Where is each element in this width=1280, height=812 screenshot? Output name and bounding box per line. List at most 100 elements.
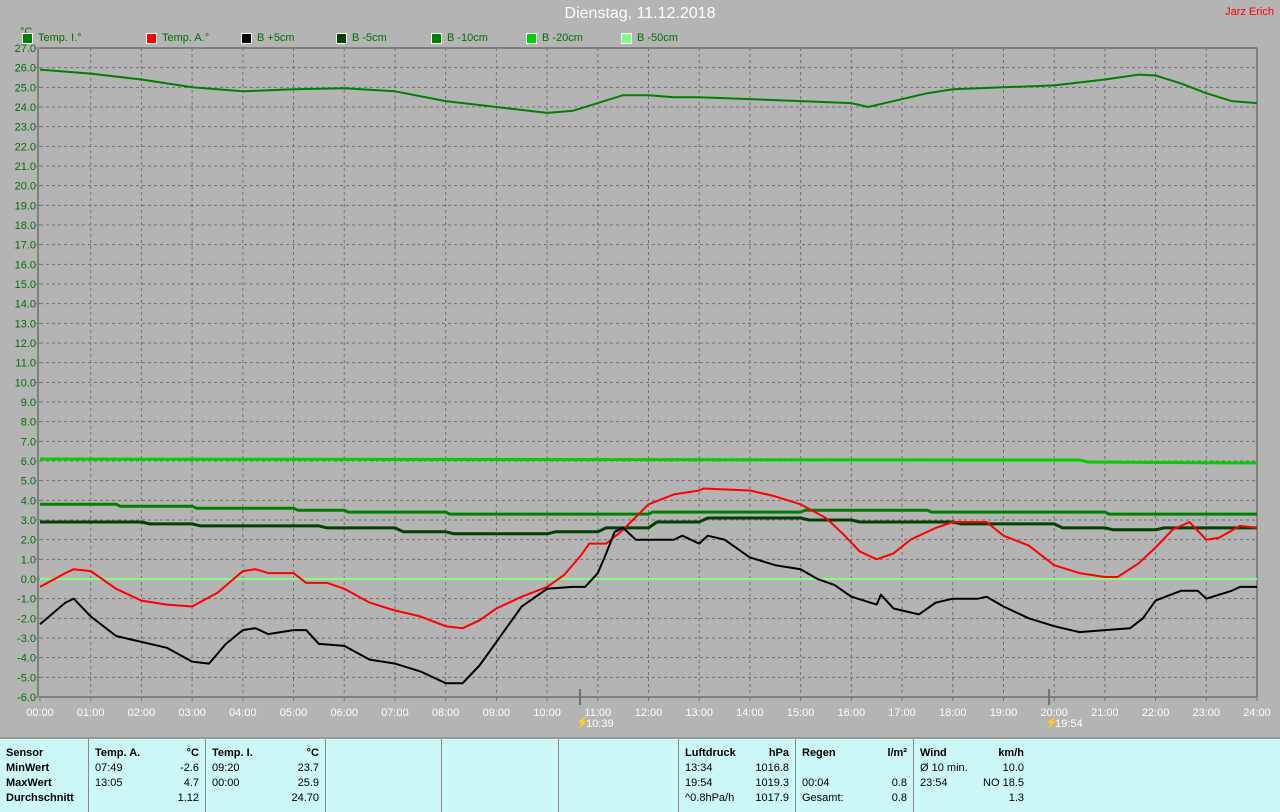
cell: MaxWert [6, 777, 52, 789]
y-tick-label: 26.0 [15, 63, 36, 75]
col-empty [558, 739, 678, 812]
cell: 1017.9 [755, 792, 789, 804]
cell: 24.70 [291, 792, 319, 804]
cell: 23.7 [297, 762, 319, 774]
x-tick-label: 18:00 [939, 707, 967, 719]
cell: Regen [802, 747, 836, 759]
marker-label: 10:39 [586, 718, 614, 730]
y-tick-label: 21.0 [15, 161, 36, 173]
y-tick-label: 5.0 [21, 476, 36, 488]
y-tick-label: 4.0 [21, 495, 36, 507]
cell: Wind [920, 747, 947, 759]
y-tick-label: 7.0 [21, 436, 36, 448]
x-tick-label: 12:00 [635, 707, 663, 719]
col-luftdruck: Luftdruck hPa 13:34 1016.8 19:54 1019.3 ^0.… [678, 739, 795, 812]
author-label: Jarz Erich [1225, 6, 1274, 18]
x-tick-label: 05:00 [280, 707, 308, 719]
x-tick-label: 08:00 [432, 707, 460, 719]
col-sensor: Sensor MinWert MaxWert Durchschnitt [0, 739, 88, 812]
cell: 13:05 [95, 777, 123, 789]
cell: NO 18.5 [983, 777, 1024, 789]
cell: 1016.8 [755, 762, 789, 774]
cell: 4.7 [183, 777, 199, 789]
x-tick-label: 00:00 [26, 707, 54, 719]
cell: MinWert [6, 762, 50, 774]
x-tick-label: 10:00 [533, 707, 561, 719]
x-tick-label: 03:00 [178, 707, 206, 719]
y-tick-label: -1.0 [17, 594, 36, 606]
legend-label: B +5cm [257, 32, 295, 44]
legend-item: Temp. A.° [146, 32, 209, 44]
cell: 13:34 [685, 762, 713, 774]
col-regen: Regen l/m² 00:04 0.8 Gesamt: 0.8 [795, 739, 913, 812]
cell: 0.8 [891, 777, 907, 789]
y-tick-label: 18.0 [15, 220, 36, 232]
x-tick-label: 15:00 [787, 707, 815, 719]
y-tick-label: 17.0 [15, 240, 36, 252]
x-tick-label: 22:00 [1142, 707, 1170, 719]
cell: Durchschnitt [6, 792, 74, 804]
legend-swatch [621, 32, 632, 44]
legend-label: B -10cm [447, 32, 488, 44]
x-tick-label: 09:00 [483, 707, 511, 719]
legend-item: B -20cm [526, 32, 583, 44]
sunrise-icon: ⚡ [576, 716, 590, 729]
cell: 25.9 [297, 777, 319, 789]
legend-swatch [146, 32, 157, 44]
legend-swatch [22, 32, 33, 44]
x-tick-label: 11:00 [584, 707, 611, 719]
series-line-b-20cm [39, 457, 1258, 465]
legend-swatch [526, 32, 537, 44]
chart-title: Dienstag, 11.12.2018 [564, 5, 716, 22]
legend-swatch [431, 32, 442, 44]
legend-label: B -50cm [637, 32, 678, 44]
legend-item: B -50cm [621, 32, 678, 44]
cell: °C [186, 747, 199, 759]
y-tick-label: 3.0 [21, 515, 36, 527]
y-tick-label: 11.0 [15, 358, 36, 370]
y-tick-label: 16.0 [15, 259, 36, 271]
cell: ^0.8hPa/h [685, 792, 735, 804]
legend-label: Temp. A.° [162, 32, 210, 44]
x-tick-label: 14:00 [736, 707, 764, 719]
cell: 1.12 [177, 792, 199, 804]
x-tick-label: 24:00 [1243, 707, 1271, 719]
col-temp-a: Temp. A. °C 07:49 -2.6 13:05 4.7 1.12 [88, 739, 205, 812]
legend-swatch [336, 32, 347, 44]
legend-label: B -5cm [352, 32, 387, 44]
cell: Luftdruck [685, 747, 736, 759]
y-tick-label: 12.0 [15, 338, 36, 350]
series-line-b-10cm [40, 502, 1257, 516]
cell: -2.6 [180, 762, 199, 774]
x-tick-label: 13:00 [685, 707, 713, 719]
cell: 23:54 [920, 777, 948, 789]
cell: Temp. A. [95, 747, 141, 759]
y-tick-label: 24.0 [15, 102, 36, 114]
cell: l/m² [887, 747, 907, 759]
y-tick-label: -2.0 [17, 613, 36, 625]
y-tick-label: 2.0 [21, 535, 36, 547]
y-tick-label: 6.0 [21, 456, 36, 468]
col-empty [441, 739, 558, 812]
x-tick-label: 16:00 [838, 707, 866, 719]
cell: 00:00 [212, 777, 240, 789]
cell: Temp. I. [212, 747, 253, 759]
series-line-b-5cm [40, 516, 1257, 536]
series-line-b-5cm [39, 526, 1257, 685]
y-tick-label: -5.0 [17, 672, 36, 684]
col-empty [325, 739, 441, 812]
cell: 0.8 [891, 792, 907, 804]
y-tick-label: 0.0 [21, 574, 36, 586]
legend-item: B +5cm [241, 32, 295, 44]
y-tick-label: 14.0 [15, 299, 36, 311]
cell: Sensor [6, 747, 44, 759]
x-tick-label: 19:00 [990, 707, 1018, 719]
y-tick-label: 15.0 [15, 279, 36, 291]
legend-label: Temp. I.° [38, 32, 82, 44]
x-tick-label: 17:00 [888, 707, 916, 719]
y-tick-label: 1.0 [21, 554, 36, 566]
series-line-temp-i- [39, 68, 1258, 114]
x-tick-label: 23:00 [1193, 707, 1221, 719]
cell: 10.0 [1002, 762, 1024, 774]
summary-table: Sensor MinWert MaxWert Durchschnitt Temp… [0, 737, 1280, 812]
